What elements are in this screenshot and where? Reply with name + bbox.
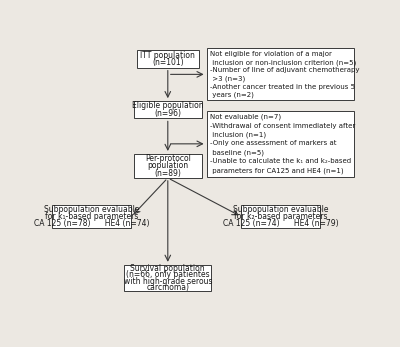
Text: inclusion (n=1): inclusion (n=1) bbox=[210, 132, 266, 138]
Text: years (n=2): years (n=2) bbox=[210, 92, 254, 98]
Text: Survival population: Survival population bbox=[130, 264, 205, 273]
Bar bbox=[206, 111, 354, 177]
Text: carcinoma): carcinoma) bbox=[146, 283, 189, 292]
Bar bbox=[134, 101, 202, 118]
Text: Not evaluable (n=7): Not evaluable (n=7) bbox=[210, 114, 281, 120]
Text: -Unable to calculate the k₁ and k₂-based: -Unable to calculate the k₁ and k₂-based bbox=[210, 158, 351, 164]
Bar bbox=[134, 154, 202, 178]
Text: (n=96): (n=96) bbox=[154, 109, 181, 118]
Text: (n=101): (n=101) bbox=[152, 58, 184, 67]
Text: inclusion or non-inclusion criterion (n=5): inclusion or non-inclusion criterion (n=… bbox=[210, 59, 356, 66]
Text: parameters for CA125 and HE4 (n=1): parameters for CA125 and HE4 (n=1) bbox=[210, 167, 344, 174]
Bar bbox=[124, 265, 211, 291]
Text: baseline (n=5): baseline (n=5) bbox=[210, 149, 264, 156]
Text: population: population bbox=[147, 161, 188, 170]
Text: Not eligible for violation of a major: Not eligible for violation of a major bbox=[210, 51, 332, 57]
Text: (n=66, only patientes: (n=66, only patientes bbox=[126, 271, 210, 279]
Bar bbox=[206, 48, 354, 100]
Text: >3 (n=3): >3 (n=3) bbox=[210, 75, 246, 82]
Text: ITT population: ITT population bbox=[140, 51, 195, 60]
Text: for k₂-based parameters: for k₂-based parameters bbox=[234, 212, 328, 221]
Text: -Only one assessment of markers at: -Only one assessment of markers at bbox=[210, 141, 337, 146]
Bar bbox=[52, 205, 131, 228]
Text: CA 125 (n=78)      HE4 (n=74): CA 125 (n=78) HE4 (n=74) bbox=[34, 219, 150, 228]
Text: CA 125 (n=74)      HE4 (n=79): CA 125 (n=74) HE4 (n=79) bbox=[223, 219, 339, 228]
Text: (n=89): (n=89) bbox=[154, 169, 181, 178]
Text: with high-grade serous: with high-grade serous bbox=[124, 277, 212, 286]
Bar bbox=[242, 205, 320, 228]
Text: Eligible population: Eligible population bbox=[132, 102, 204, 110]
Text: -Withdrawal of consent immediately after: -Withdrawal of consent immediately after bbox=[210, 123, 356, 129]
Text: for k₁-based parameters: for k₁-based parameters bbox=[45, 212, 138, 221]
Text: -Number of line of adjuvant chemotherapy: -Number of line of adjuvant chemotherapy bbox=[210, 67, 360, 73]
Text: -Another cancer treated in the previous 5: -Another cancer treated in the previous … bbox=[210, 84, 355, 90]
Text: Subpopulation evaluable: Subpopulation evaluable bbox=[44, 205, 140, 214]
Text: Per-protocol: Per-protocol bbox=[145, 154, 191, 163]
Bar bbox=[137, 50, 199, 68]
Text: Subpopulation evaluable: Subpopulation evaluable bbox=[233, 205, 329, 214]
